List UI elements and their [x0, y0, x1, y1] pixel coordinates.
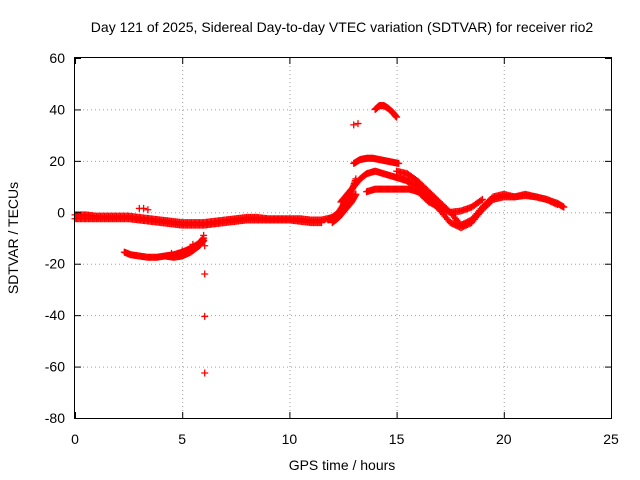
y-tick-label: 40	[49, 101, 65, 117]
y-tick-label: -80	[45, 410, 65, 426]
series-tail_c	[414, 188, 486, 216]
data-point	[477, 196, 485, 204]
data-point	[478, 195, 486, 203]
y-tick-label: -60	[45, 359, 65, 375]
series-peak_top	[371, 102, 401, 121]
y-tick-label: 0	[57, 204, 65, 220]
data-point	[167, 249, 175, 257]
grid	[75, 58, 611, 418]
data-point	[201, 242, 209, 250]
data-point	[201, 369, 209, 377]
x-tick-label: 20	[496, 431, 512, 447]
series-band2	[71, 215, 326, 229]
series-dip_low3	[167, 231, 208, 257]
x-tick-label: 0	[71, 431, 79, 447]
x-tick-label: 10	[282, 431, 298, 447]
data-point	[144, 206, 152, 214]
data-point	[350, 121, 358, 129]
data-point	[395, 159, 403, 167]
y-tick-label: -40	[45, 307, 65, 323]
data-point	[393, 113, 401, 121]
axis-ticks	[75, 58, 612, 419]
series-peak_small	[350, 120, 362, 129]
x-tick-label: 5	[178, 431, 186, 447]
data-points	[71, 102, 568, 377]
data-point	[140, 204, 148, 212]
series-dip_low2	[161, 237, 208, 261]
y-tick-labels: -80 -60 -40 -20 0 20 40 60	[45, 50, 65, 426]
data-point	[201, 270, 209, 278]
y-axis-label: SDTVAR / TECUs	[5, 182, 21, 294]
data-point	[560, 203, 568, 211]
series-arc_upper	[350, 154, 403, 167]
x-tick-label: 15	[389, 431, 405, 447]
x-tick-labels: 0 5 10 15 20 25	[71, 431, 619, 447]
series-rise_c	[337, 167, 413, 206]
data-point	[352, 190, 360, 198]
data-point	[200, 231, 208, 239]
data-point	[354, 120, 362, 128]
series-outliers	[201, 242, 209, 377]
data-point	[553, 201, 561, 209]
data-point	[189, 240, 197, 248]
data-point	[178, 247, 186, 255]
series-rise_b	[328, 190, 360, 227]
x-axis-label: GPS time / hours	[289, 457, 396, 473]
y-tick-label: -20	[45, 256, 65, 272]
plot-frame	[74, 57, 612, 419]
series-hump_3h	[135, 204, 152, 214]
data-point	[318, 219, 326, 227]
y-tick-label: 20	[49, 153, 65, 169]
chart-title: Day 121 of 2025, Sidereal Day-to-day VTE…	[91, 19, 594, 35]
data-point	[201, 312, 209, 320]
x-tick-label: 25	[603, 431, 619, 447]
y-tick-label: 60	[49, 50, 65, 66]
